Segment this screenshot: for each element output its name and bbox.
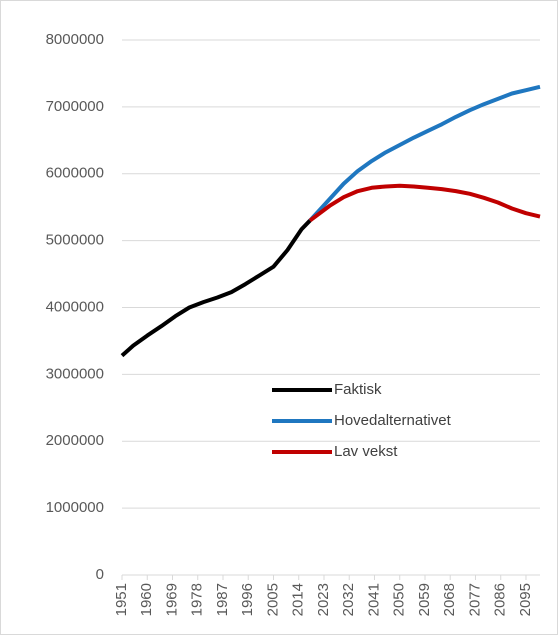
x-tick-label: 2086 [492,583,509,616]
x-tick-label: 1960 [138,583,155,616]
series-line [308,84,541,222]
x-tick-label: 1987 [214,583,231,616]
y-tick-label: 0 [96,566,104,583]
x-tick-label: 1978 [189,583,206,616]
series-line [120,219,312,358]
y-tick-label: 8000000 [46,31,104,48]
legend-label: Faktisk [334,381,382,398]
x-tick-label: 2095 [517,583,534,616]
y-tick-label: 3000000 [46,365,104,382]
x-tick-label: 2023 [315,583,332,616]
series-line [308,183,541,223]
x-tick-label: 2032 [340,583,357,616]
y-tick-label: 5000000 [46,232,104,249]
x-tick-label: 1951 [113,583,130,616]
y-tick-label: 4000000 [46,298,104,315]
legend-label: Lav vekst [334,443,398,460]
x-tick-label: 2041 [365,583,382,616]
y-tick-label: 6000000 [46,165,104,182]
x-tick-label: 1969 [163,583,180,616]
x-tick-label: 2050 [391,583,408,616]
y-tick-label: 7000000 [46,98,104,115]
y-tick-label: 2000000 [46,432,104,449]
x-tick-label: 1996 [239,583,256,616]
x-tick-label: 2077 [466,583,483,616]
y-tick-label: 1000000 [46,499,104,516]
x-tick-label: 2059 [416,583,433,616]
legend-label: Hovedalternativet [334,412,452,429]
x-tick-label: 2005 [264,583,281,616]
x-tick-label: 2014 [290,583,307,616]
x-tick-label: 2068 [441,583,458,616]
